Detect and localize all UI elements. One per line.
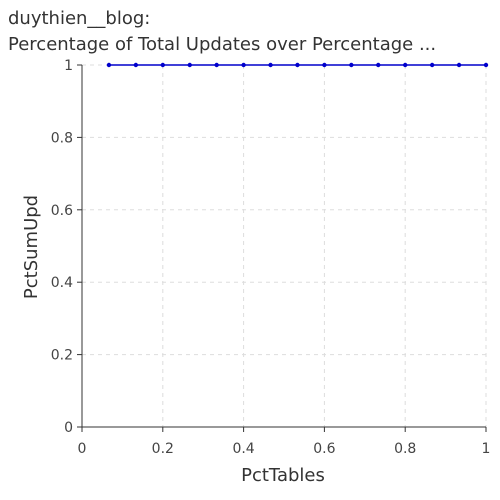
data-point: [160, 62, 165, 68]
x-tick-label: 0.8: [394, 441, 416, 457]
chart-title-line-2: Percentage of Total Updates over Percent…: [8, 34, 437, 55]
x-tick-label: 0: [78, 441, 87, 457]
data-point: [456, 62, 462, 68]
y-tick-label: 1: [64, 58, 73, 74]
data-point: [214, 62, 219, 68]
x-tick-label: 0.6: [313, 441, 335, 457]
data-point: [349, 62, 354, 68]
x-axis-label: PctTables: [241, 465, 325, 486]
data-point: [322, 62, 327, 68]
y-axis-label: PctSumUpd: [21, 195, 42, 299]
data-point: [133, 62, 139, 68]
x-tick-label: 1: [482, 441, 491, 457]
y-tick-label: 0.2: [51, 348, 73, 364]
y-tick-label: 0: [64, 420, 73, 436]
data-point: [483, 62, 489, 68]
data-point: [295, 62, 300, 68]
data-point: [187, 62, 192, 68]
data-point: [429, 62, 435, 68]
x-tick-label: 0.4: [232, 441, 254, 457]
series-layer: [106, 62, 489, 68]
data-point: [376, 62, 381, 68]
y-tick-label: 0.4: [51, 275, 73, 291]
grid-lines: [82, 64, 487, 427]
chart-title-line-1: duythien__blog:: [8, 8, 151, 29]
data-point: [106, 62, 112, 68]
data-point: [268, 62, 273, 68]
data-point: [241, 62, 246, 68]
data-point: [403, 62, 408, 68]
chart-title: duythien__blog: Percentage of Total Upda…: [8, 6, 498, 58]
y-tick-label: 0.6: [51, 203, 73, 219]
axes: 0 0.2 0.4 0.6 0.8 1 0 0.2 0.4 0.6 0.8 1: [51, 58, 491, 457]
x-tick-label: 0.2: [152, 441, 174, 457]
y-tick-label: 0.8: [51, 130, 73, 146]
